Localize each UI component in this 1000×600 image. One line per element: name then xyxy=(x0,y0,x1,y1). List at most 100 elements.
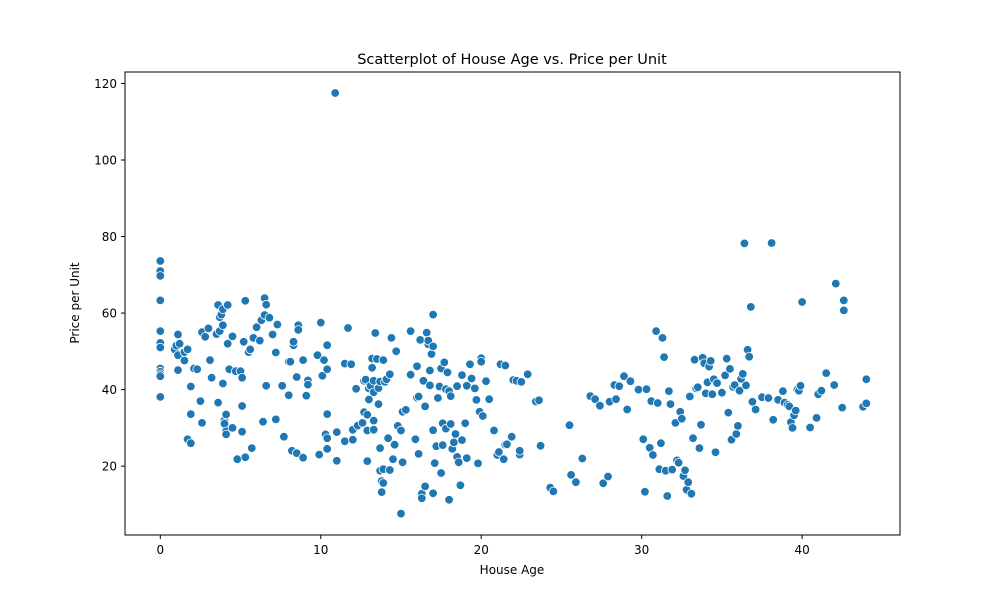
data-point xyxy=(507,432,517,442)
data-point xyxy=(685,391,695,402)
data-point xyxy=(155,271,166,281)
data-point xyxy=(298,453,308,463)
data-point xyxy=(689,355,700,365)
data-point xyxy=(316,317,326,328)
data-point xyxy=(251,322,262,332)
data-point xyxy=(816,386,827,396)
data-point xyxy=(680,465,690,476)
data-point xyxy=(375,443,385,453)
data-point xyxy=(428,488,438,499)
data-point xyxy=(797,297,807,307)
data-point xyxy=(227,331,238,342)
data-point xyxy=(245,344,255,355)
data-point xyxy=(598,478,608,489)
data-point xyxy=(391,346,401,357)
data-point xyxy=(470,383,480,394)
data-point xyxy=(222,339,233,349)
data-point xyxy=(415,335,425,345)
data-point xyxy=(693,382,703,393)
data-point xyxy=(410,434,421,445)
data-point xyxy=(750,404,761,415)
data-point xyxy=(452,381,462,391)
data-point xyxy=(301,391,312,401)
data-point xyxy=(837,402,847,413)
data-point xyxy=(425,365,435,376)
data-point xyxy=(667,464,677,475)
data-point xyxy=(515,446,525,456)
data-point xyxy=(723,407,734,418)
data-point xyxy=(787,423,798,433)
data-point xyxy=(500,360,511,371)
data-point xyxy=(322,409,332,419)
data-point xyxy=(322,444,332,454)
data-point xyxy=(322,364,332,375)
data-point xyxy=(657,333,668,343)
data-point xyxy=(264,313,275,323)
y-tick-label: 60 xyxy=(102,307,117,321)
data-point xyxy=(548,486,559,497)
data-point xyxy=(428,309,438,320)
data-point xyxy=(712,378,722,388)
x-axis-label: House Age xyxy=(480,563,545,577)
data-point xyxy=(222,300,233,310)
data-point xyxy=(192,364,202,375)
data-point xyxy=(195,396,206,406)
data-point xyxy=(385,465,395,475)
data-point xyxy=(348,435,358,445)
data-point xyxy=(418,376,429,386)
data-point xyxy=(213,397,223,408)
data-point xyxy=(457,435,467,445)
data-point xyxy=(763,393,774,403)
data-point xyxy=(288,337,299,347)
data-point xyxy=(174,339,185,349)
data-point xyxy=(237,373,247,383)
data-point xyxy=(173,365,183,375)
data-point xyxy=(694,443,705,453)
data-point xyxy=(460,418,470,429)
data-point xyxy=(665,399,676,409)
data-point xyxy=(362,410,373,420)
data-point xyxy=(182,344,193,355)
data-point xyxy=(710,447,721,458)
data-point xyxy=(471,395,482,405)
x-tick-label: 10 xyxy=(313,543,328,557)
data-point xyxy=(731,429,742,439)
y-tick-label: 40 xyxy=(102,383,117,397)
data-point xyxy=(741,380,751,391)
data-point xyxy=(221,409,231,420)
data-point xyxy=(662,491,673,501)
data-point xyxy=(218,378,228,389)
data-point xyxy=(535,441,546,451)
data-point xyxy=(373,399,384,409)
data-point xyxy=(367,363,377,373)
data-point xyxy=(385,369,395,380)
data-point xyxy=(733,421,743,431)
data-point xyxy=(725,364,735,374)
data-point xyxy=(439,357,450,368)
y-tick-label: 120 xyxy=(94,77,117,91)
data-point xyxy=(473,458,483,469)
data-point xyxy=(155,326,166,336)
data-point xyxy=(611,394,621,404)
data-point xyxy=(378,478,389,488)
y-tick-label: 20 xyxy=(102,460,117,474)
data-point xyxy=(571,477,581,487)
data-point xyxy=(357,418,368,428)
data-point xyxy=(677,414,687,424)
data-point xyxy=(238,337,249,347)
data-point xyxy=(314,449,324,460)
data-point xyxy=(476,357,486,367)
data-point xyxy=(322,433,332,443)
data-point xyxy=(795,381,806,391)
data-point xyxy=(706,356,716,366)
data-point xyxy=(227,423,238,433)
data-point xyxy=(739,238,750,249)
data-point xyxy=(255,335,265,346)
data-point xyxy=(420,401,430,412)
data-point xyxy=(362,456,373,466)
data-point xyxy=(261,299,271,310)
data-point xyxy=(653,398,663,408)
data-point xyxy=(651,326,661,336)
data-point xyxy=(766,238,777,248)
